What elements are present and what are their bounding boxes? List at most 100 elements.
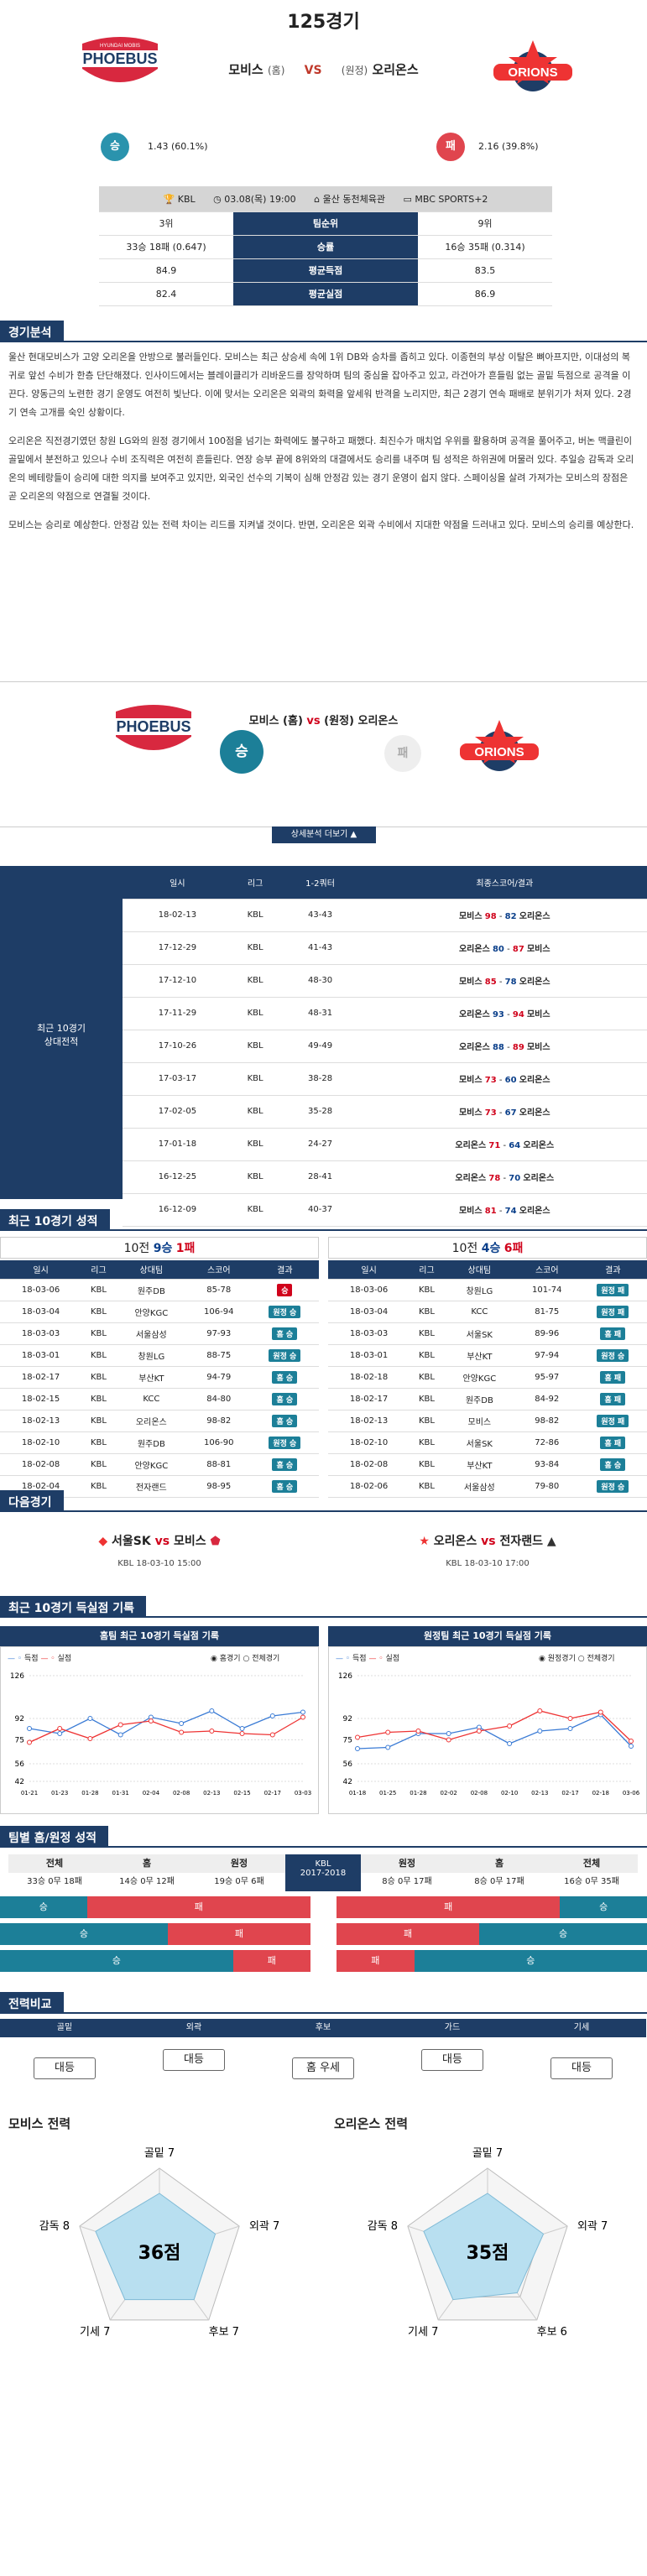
result-tag: 원정 승 (269, 1436, 301, 1449)
radio-checked-icon[interactable]: ◉ (539, 1655, 545, 1663)
result-tag: 원정 패 (597, 1283, 629, 1296)
tv-icon: ▭ (403, 193, 412, 205)
away-power-radar: 골밑 7 외곽 7 후보 6 기세 7 감독 8 35점 (368, 2147, 608, 2339)
radio-icon[interactable]: ○ (577, 1655, 585, 1663)
table-row: 18-02-10 KBL 원주DB 106-90 원정 승 (0, 1431, 319, 1454)
recent-cell: 85-78 (186, 1279, 251, 1301)
recent-cell: 전자랜드 (115, 1475, 187, 1498)
recent-cell: 안양KGC (115, 1453, 187, 1476)
next-vs: vs (154, 1535, 170, 1548)
recent-cell: 18-03-06 (328, 1279, 410, 1301)
team2: 모비스 (526, 1043, 550, 1052)
score1: 78 (488, 1174, 501, 1183)
prediction-matchup: 모비스 (홈) vs (원정) 오리온스 (0, 712, 647, 727)
h2h-date: 17-12-10 (123, 964, 232, 998)
data-point (117, 1722, 123, 1728)
analysis-section-header: 경기분석 (0, 321, 647, 342)
recent-cell: KBL (81, 1279, 116, 1301)
result-tag: 원정 패 (597, 1305, 629, 1318)
h2h-quarters: 38-28 (278, 1062, 363, 1096)
radio-all-games[interactable]: 전체경기 (252, 1655, 280, 1663)
table-row: 17-03-17 KBL 38-28 모비스 73 - 60 오리온스 (123, 1062, 647, 1096)
x-tick-label: 02-04 (143, 1790, 160, 1796)
data-point (27, 1726, 32, 1731)
recent-cell: 18-02-13 (0, 1410, 82, 1432)
recent-cell: 원주DB (115, 1431, 187, 1454)
y-tick-label: 75 (15, 1737, 24, 1745)
detail-more-button[interactable]: 상세분석 더보기 ▲ (272, 827, 376, 843)
data-point (567, 1726, 573, 1731)
y-tick-label: 92 (15, 1715, 24, 1723)
data-point (87, 1736, 93, 1741)
stat-label: 승률 (233, 235, 418, 259)
radar-axis-label: 감독 8 (368, 2220, 398, 2233)
win-bar: 승 (560, 1896, 647, 1918)
away-prediction-lose: 패 (384, 735, 421, 772)
sk-logo-icon: ◆ (98, 1535, 108, 1548)
radio-away-games[interactable]: 원정경기 (547, 1655, 576, 1663)
home-recent-summary: 10전 9승 1패 (0, 1237, 319, 1259)
table-row: 18-03-03 KBL 서울삼성 97-93 홈 승 (0, 1322, 319, 1345)
radio-icon[interactable]: ○ (243, 1655, 250, 1663)
recent-section-header: 최근 10경기 성적 (0, 1209, 647, 1231)
prediction-vs: vs (306, 715, 321, 727)
recent-cell: 106-94 (186, 1301, 251, 1323)
away-team-logo: ORIONS (487, 34, 579, 101)
away-recent-summary: 10전 4승 6패 (328, 1237, 647, 1259)
recent-cell: 18-02-13 (328, 1410, 410, 1432)
compare-header: 외곽 (129, 2019, 258, 2037)
h2h-quarters: 48-31 (278, 997, 363, 1030)
recent-cell: KBL (81, 1410, 116, 1432)
trophy-icon: 🏆 (163, 193, 175, 205)
away-stat: 86.9 (418, 282, 552, 306)
power-score: 36점 (138, 2243, 181, 2264)
table-row: 18-02-15 KBL KCC 84-80 홈 승 (0, 1388, 319, 1411)
homeaway-record-right: 8승 0무 17패 (474, 1877, 524, 1886)
recent-cell: KCC (443, 1301, 515, 1323)
home-power-radar: 골밑 7 외곽 7 후보 7 기세 7 감독 8 36점 (39, 2147, 280, 2339)
x-tick-label: 02-13 (203, 1790, 220, 1796)
x-tick-label: 02-18 (592, 1790, 609, 1796)
away-team-logo-small: ORIONS (453, 713, 545, 780)
h2h-date: 17-12-29 (123, 931, 232, 965)
h2h-quarters: 43-43 (278, 899, 363, 932)
chart-filter[interactable]: ◉ 홈경기 ○ 전체경기 (211, 1652, 279, 1663)
data-point (239, 1731, 245, 1736)
recent-cell: KBL (81, 1301, 116, 1323)
home-team-name: 모비스 (228, 62, 263, 77)
recent-cell: KBL (410, 1366, 444, 1389)
radio-checked-icon[interactable]: ◉ (211, 1655, 217, 1663)
analysis-paragraph: 모비스는 승리로 예상한다. 안정감 있는 전력 차이는 리드를 지켜낼 것이다… (8, 519, 634, 530)
result-tag: 홈 승 (272, 1327, 298, 1340)
table-row: 18-03-01 KBL 창원LG 88-75 원정 승 (0, 1344, 319, 1367)
analysis-text: 울산 현대모비스가 고양 오리온을 안방으로 불러들인다. 모비스는 최근 상승… (8, 348, 638, 545)
homeaway-record-right: 8승 0무 17패 (382, 1877, 432, 1886)
score2: 67 (504, 1108, 517, 1118)
radio-all-games[interactable]: 전체경기 (587, 1655, 615, 1663)
radar-axis-label: 외곽 7 (577, 2220, 608, 2233)
chart-filter[interactable]: ◉ 원정경기 ○ 전체경기 (539, 1652, 615, 1663)
radar-area (95, 2193, 217, 2301)
h2h-league: KBL (232, 1062, 279, 1096)
info-row: 82.4 평균실점 86.9 (99, 282, 552, 306)
home-scoring-chart: — ◦ 득점 — ◦ 실점 ◉ 홈경기 ○ 전체경기 42 56 75 92 126 01… (0, 1646, 319, 1814)
h2h-final: 오리온스 88 - 89 모비스 (362, 1030, 647, 1063)
recent-cell: 18-02-10 (0, 1431, 82, 1454)
team1: 오리온스 (455, 1174, 487, 1183)
phoebus-logo-icon: ⬟ (210, 1535, 221, 1548)
table-row: 18-03-04 KBL 안양KGC 106-94 원정 승 (0, 1301, 319, 1323)
data-point (239, 1726, 245, 1731)
score1: 73 (484, 1076, 497, 1085)
recent-cell: 72-86 (514, 1431, 579, 1454)
data-point (179, 1729, 185, 1735)
homeaway-record-left: 33승 0무 18패 (27, 1877, 82, 1886)
compare-verdict: 대등 (550, 2057, 613, 2079)
away-power-title: 오리온스 전력 (334, 2116, 409, 2131)
recent-cell: KBL (410, 1279, 444, 1301)
h2h-final: 모비스 73 - 60 오리온스 (362, 1062, 647, 1096)
radio-home-games[interactable]: 홈경기 (219, 1655, 241, 1663)
recent-cell: KBL (410, 1475, 444, 1498)
y-tick-label: 126 (10, 1672, 24, 1681)
series-line (357, 1713, 632, 1749)
h2h-league: KBL (232, 1030, 279, 1063)
